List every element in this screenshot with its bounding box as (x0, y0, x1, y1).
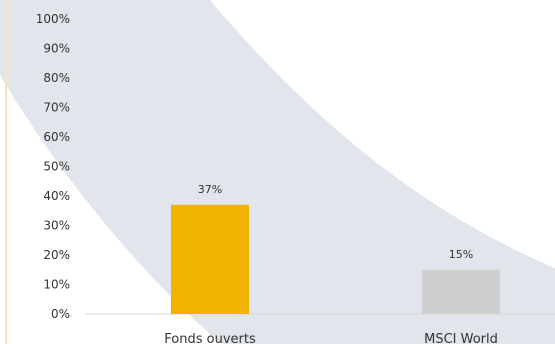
x-tick-label: Fonds ouverts (164, 332, 256, 344)
y-tick-label: 80% (43, 71, 70, 85)
value-label: 15% (449, 248, 473, 261)
y-tick-label: 90% (43, 42, 70, 56)
value-label: 37% (198, 183, 222, 196)
x-tick-label: MSCI World (424, 332, 498, 344)
y-tick-label: 10% (43, 278, 70, 292)
bar (422, 269, 500, 314)
y-tick-label: 40% (43, 189, 70, 203)
bars-group (171, 204, 500, 314)
x-axis-labels: Fonds ouverts MSCI World (164, 332, 498, 344)
bar (171, 204, 249, 314)
y-tick-label: 0% (51, 307, 70, 321)
y-tick-label: 100% (36, 12, 70, 26)
y-tick-label: 30% (43, 219, 70, 233)
y-tick-label: 70% (43, 101, 70, 115)
y-tick-label: 20% (43, 248, 70, 262)
y-tick-label: 60% (43, 130, 70, 144)
y-axis-ticks: 0% 10% 20% 30% 40% 50% 60% 70% 80% 90% 100% (36, 12, 70, 321)
value-labels-group: 37% 15% (198, 183, 473, 261)
y-tick-label: 50% (43, 160, 70, 174)
